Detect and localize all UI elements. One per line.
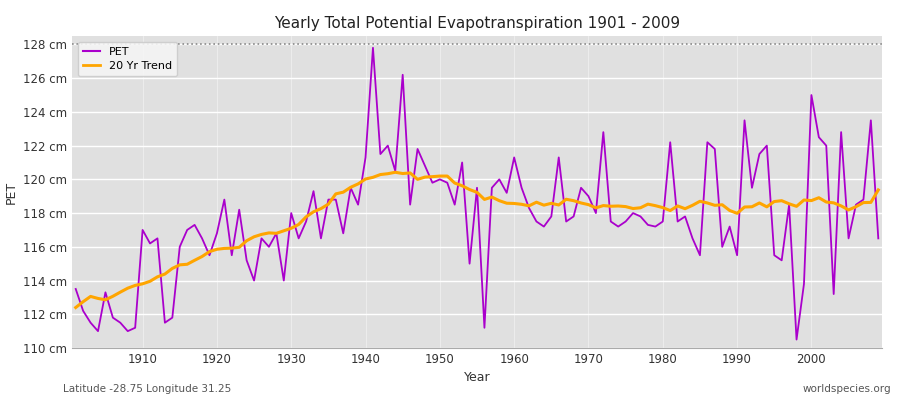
Text: worldspecies.org: worldspecies.org <box>803 384 891 394</box>
Y-axis label: PET: PET <box>4 180 17 204</box>
Legend: PET, 20 Yr Trend: PET, 20 Yr Trend <box>77 42 177 76</box>
Title: Yearly Total Potential Evapotranspiration 1901 - 2009: Yearly Total Potential Evapotranspiratio… <box>274 16 680 31</box>
Text: Latitude -28.75 Longitude 31.25: Latitude -28.75 Longitude 31.25 <box>63 384 231 394</box>
X-axis label: Year: Year <box>464 372 490 384</box>
